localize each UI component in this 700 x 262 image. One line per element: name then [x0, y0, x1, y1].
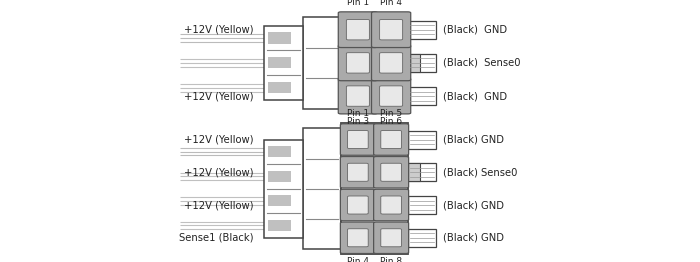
FancyBboxPatch shape	[381, 229, 402, 247]
Bar	[268, 32, 291, 43]
Text: +12V (Yellow): +12V (Yellow)	[184, 134, 254, 145]
FancyBboxPatch shape	[379, 19, 402, 40]
Text: Pin 5: Pin 5	[380, 110, 402, 118]
FancyBboxPatch shape	[340, 124, 375, 155]
Text: Pin 1: Pin 1	[346, 0, 369, 7]
Text: Pin 4: Pin 4	[347, 257, 369, 262]
FancyBboxPatch shape	[346, 19, 370, 40]
FancyBboxPatch shape	[347, 196, 368, 214]
FancyBboxPatch shape	[338, 78, 377, 114]
Text: +12V (Yellow): +12V (Yellow)	[184, 91, 254, 101]
FancyBboxPatch shape	[372, 45, 411, 81]
FancyBboxPatch shape	[340, 156, 375, 188]
Bar	[407, 130, 435, 149]
FancyBboxPatch shape	[374, 156, 409, 188]
Text: Sense1 (Black): Sense1 (Black)	[179, 233, 254, 243]
FancyBboxPatch shape	[374, 222, 409, 254]
Bar	[268, 57, 291, 68]
Bar	[265, 139, 303, 238]
Bar	[268, 82, 291, 93]
FancyBboxPatch shape	[338, 12, 377, 47]
Bar	[268, 146, 291, 157]
FancyBboxPatch shape	[381, 196, 402, 214]
Text: (Black)  Sense0: (Black) Sense0	[443, 58, 520, 68]
Text: +12V (Yellow): +12V (Yellow)	[184, 167, 254, 177]
Bar	[303, 17, 342, 109]
FancyBboxPatch shape	[346, 53, 370, 73]
Bar	[407, 54, 420, 72]
Text: (Black) GND: (Black) GND	[443, 134, 504, 145]
Bar	[407, 21, 435, 39]
Text: Pin 6: Pin 6	[380, 117, 402, 125]
FancyBboxPatch shape	[347, 163, 368, 181]
FancyBboxPatch shape	[338, 45, 377, 81]
Text: Pin 1: Pin 1	[346, 110, 369, 118]
FancyBboxPatch shape	[379, 53, 402, 73]
FancyBboxPatch shape	[379, 86, 402, 106]
Bar	[407, 87, 435, 105]
Text: +12V (Yellow): +12V (Yellow)	[184, 25, 254, 35]
FancyBboxPatch shape	[381, 130, 402, 149]
Bar	[342, 123, 408, 254]
FancyBboxPatch shape	[372, 78, 411, 114]
FancyBboxPatch shape	[340, 189, 375, 221]
Text: Pin 3: Pin 3	[346, 117, 369, 125]
FancyBboxPatch shape	[340, 222, 375, 254]
FancyBboxPatch shape	[374, 124, 409, 155]
Bar	[268, 171, 291, 182]
Bar	[268, 220, 291, 231]
FancyBboxPatch shape	[347, 130, 368, 149]
Bar	[342, 13, 408, 113]
Text: (Black) Sense0: (Black) Sense0	[443, 167, 517, 177]
Bar	[407, 163, 420, 181]
Bar	[268, 195, 291, 206]
Text: Pin 4: Pin 4	[380, 0, 402, 7]
Bar	[265, 26, 303, 100]
Bar	[407, 196, 435, 214]
Bar	[407, 163, 435, 181]
Text: (Black)  GND: (Black) GND	[443, 25, 507, 35]
Text: Pin 8: Pin 8	[380, 257, 402, 262]
Bar	[407, 229, 435, 247]
FancyBboxPatch shape	[381, 163, 402, 181]
Text: (Black) GND: (Black) GND	[443, 200, 504, 210]
Bar	[407, 54, 435, 72]
FancyBboxPatch shape	[347, 229, 368, 247]
Text: +12V (Yellow): +12V (Yellow)	[184, 200, 254, 210]
Bar	[303, 128, 342, 249]
FancyBboxPatch shape	[372, 12, 411, 47]
FancyBboxPatch shape	[374, 189, 409, 221]
FancyBboxPatch shape	[346, 86, 370, 106]
Text: (Black)  GND: (Black) GND	[443, 91, 507, 101]
Text: (Black) GND: (Black) GND	[443, 233, 504, 243]
